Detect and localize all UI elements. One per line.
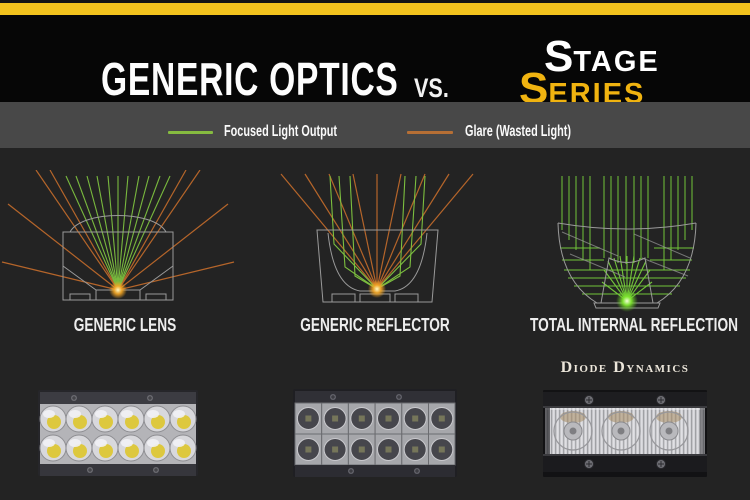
logo-stage-rest: TAGE xyxy=(573,46,660,78)
logo-series-initial: S xyxy=(519,64,549,113)
tir-diagram xyxy=(557,176,697,312)
legend-bar xyxy=(0,102,750,148)
generic-lens-diagram xyxy=(1,170,235,301)
focused-rays-vertical xyxy=(561,176,693,270)
generic-lens-label: GENERIC LENS xyxy=(73,315,177,335)
brand-caption: Diode Dynamics xyxy=(560,359,690,376)
tir-label: TOTAL INTERNAL REFLECTION xyxy=(530,315,738,335)
logo-stage-initial: S xyxy=(544,32,574,81)
screw-icon xyxy=(330,394,402,400)
screw-icon xyxy=(348,468,420,474)
generic-reflector-photo xyxy=(293,389,457,477)
generic-lens-photo xyxy=(38,390,198,476)
top-edge-strip xyxy=(0,0,750,3)
stage-series-photo xyxy=(543,390,707,477)
logo-line-series: S ERIES xyxy=(519,64,699,113)
page-title: GENERIC OPTICS xyxy=(101,53,399,105)
top-accent-bar xyxy=(0,3,750,15)
screw-icon xyxy=(584,459,666,469)
screw-icon xyxy=(87,467,159,473)
screw-icon xyxy=(71,395,153,401)
led-source-glow xyxy=(368,280,386,298)
focused-light-label: Focused Light Output xyxy=(224,123,338,140)
generic-reflector-diagram xyxy=(280,173,474,303)
lens-array xyxy=(39,405,197,462)
stage-series-logo: S TAGE S ERIES xyxy=(519,32,699,113)
led-source-glow xyxy=(616,290,638,312)
glare-rays xyxy=(280,173,474,290)
tir-optic-array xyxy=(553,411,689,451)
led-source-glow xyxy=(109,281,127,299)
glare-line-swatch xyxy=(407,131,453,134)
glare-label: Glare (Wasted Light) xyxy=(465,123,571,140)
reflector-array xyxy=(294,402,456,466)
header: GENERIC OPTICS VS. S TAGE S ERIES xyxy=(0,15,750,113)
logo-line-stage: S TAGE xyxy=(519,32,699,81)
vs-text: VS. xyxy=(414,73,449,103)
tir-optic-outline xyxy=(557,222,697,309)
screw-icon xyxy=(584,395,666,405)
generic-reflector-label: GENERIC REFLECTOR xyxy=(300,315,450,335)
glare-rays xyxy=(1,170,235,291)
focused-rays xyxy=(65,175,171,291)
focused-light-line-swatch xyxy=(168,131,213,134)
